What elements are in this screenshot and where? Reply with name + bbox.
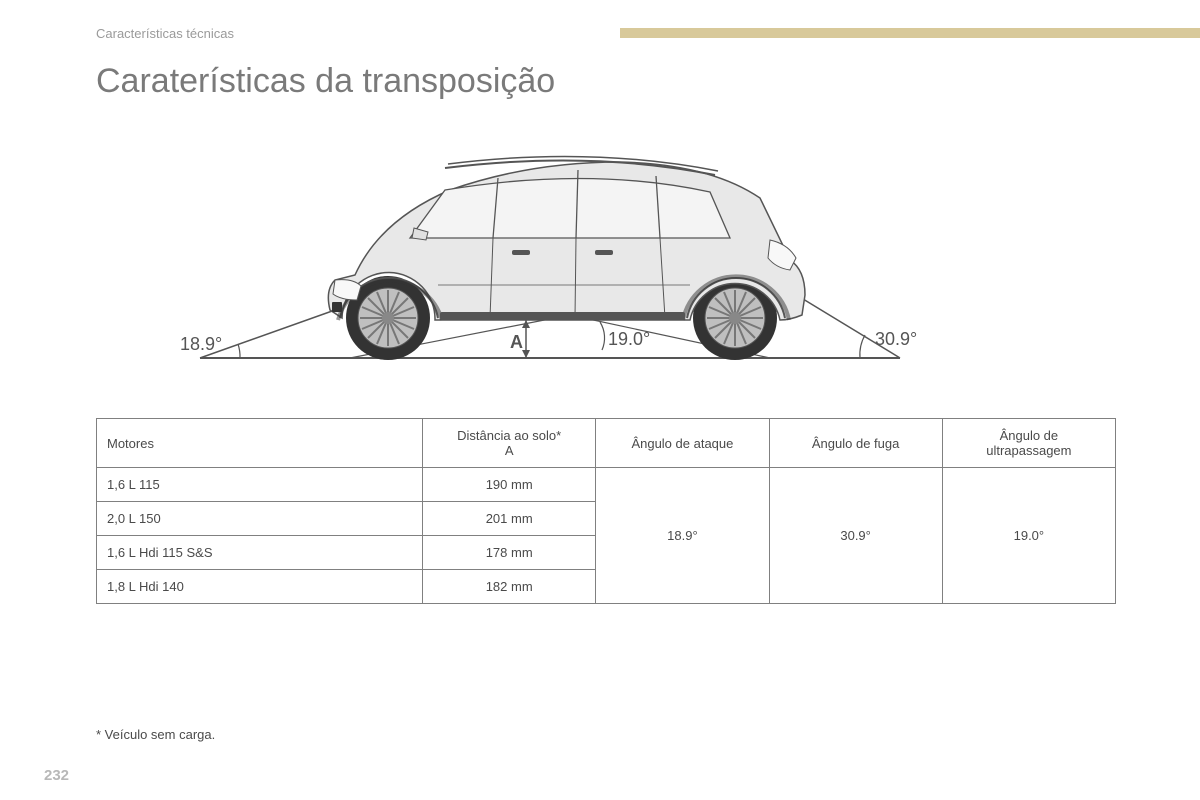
- page-title: Caraterísticas da transposição: [96, 62, 555, 101]
- col-motores: Motores: [97, 419, 423, 468]
- departure-cell: 30.9°: [769, 468, 942, 604]
- col-breakover: Ângulo de ultrapassagem: [942, 419, 1115, 468]
- motor-cell: 1,6 L 115: [97, 468, 423, 502]
- motor-cell: 1,8 L Hdi 140: [97, 570, 423, 604]
- specs-table: Motores Distância ao solo* A Ângulo de a…: [96, 418, 1116, 604]
- clearance-marker-label: A: [510, 332, 523, 352]
- section-label: Características técnicas: [96, 26, 234, 41]
- col-clearance: Distância ao solo* A: [423, 419, 596, 468]
- clearance-cell: 178 mm: [423, 536, 596, 570]
- header-accent-bar: [620, 28, 1200, 38]
- approach-angle-label: 18.9°: [180, 334, 222, 354]
- clearance-cell: 201 mm: [423, 502, 596, 536]
- motor-cell: 1,6 L Hdi 115 S&S: [97, 536, 423, 570]
- table-header-row: Motores Distância ao solo* A Ângulo de a…: [97, 419, 1116, 468]
- clearance-cell: 182 mm: [423, 570, 596, 604]
- col-approach: Ângulo de ataque: [596, 419, 769, 468]
- table-row: 1,6 L 115 190 mm 18.9° 30.9° 19.0°: [97, 468, 1116, 502]
- breakover-angle-label: 19.0°: [608, 329, 650, 349]
- approach-cell: 18.9°: [596, 468, 769, 604]
- departure-angle-label: 30.9°: [875, 329, 917, 349]
- col-departure: Ângulo de fuga: [769, 419, 942, 468]
- page-number: 232: [44, 767, 69, 784]
- vehicle-angles-diagram: 18.9° 30.9° 19.0° A: [170, 120, 930, 390]
- breakover-cell: 19.0°: [942, 468, 1115, 604]
- motor-cell: 2,0 L 150: [97, 502, 423, 536]
- clearance-cell: 190 mm: [423, 468, 596, 502]
- footnote: * Veículo sem carga.: [96, 727, 215, 742]
